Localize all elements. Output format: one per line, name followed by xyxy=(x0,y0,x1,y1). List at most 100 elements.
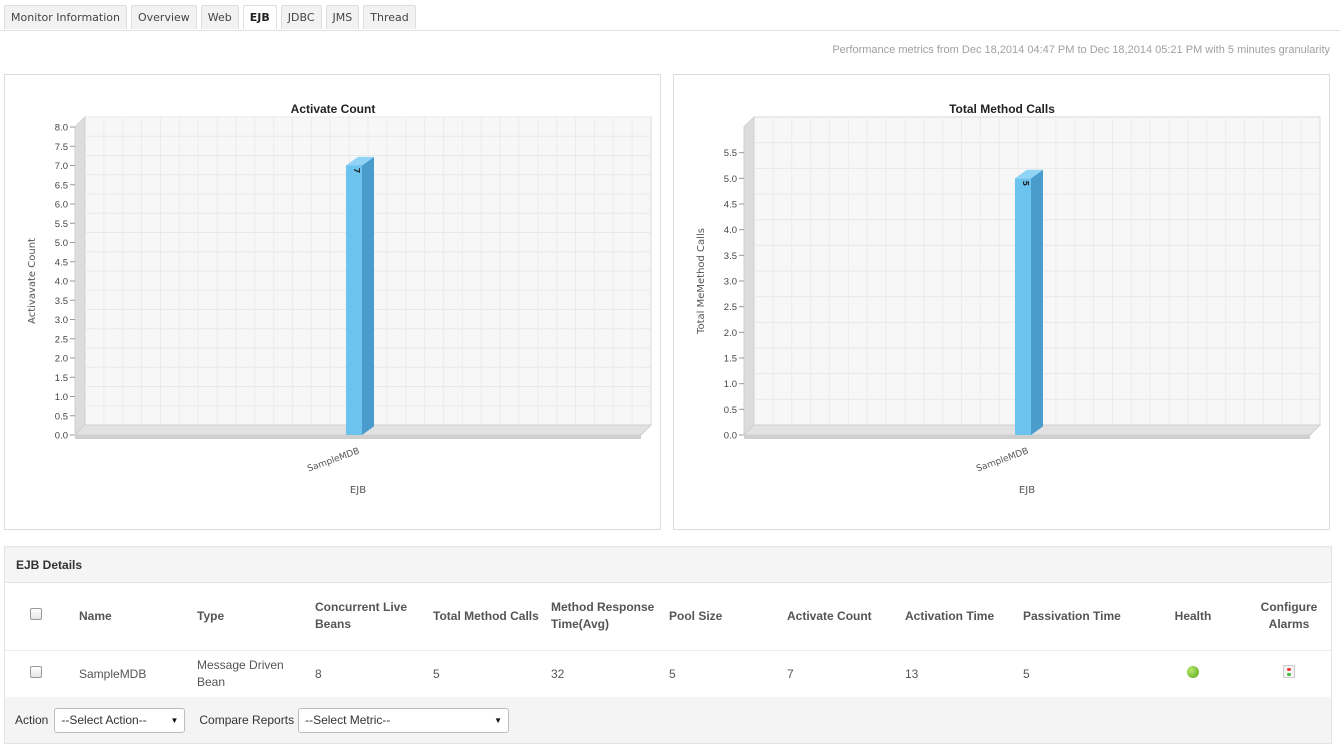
y-tick-label: 2.5 xyxy=(55,334,68,345)
y-tick-label: 0.0 xyxy=(724,431,737,442)
y-tick-label: 0.5 xyxy=(724,405,737,416)
column-total-method-calls[interactable]: Total Method Calls xyxy=(433,583,551,651)
y-tick-label: 3.5 xyxy=(724,251,737,262)
cell-activation-time: 13 xyxy=(905,666,919,681)
bar-top xyxy=(346,156,374,166)
activate-count-chart-panel: Activate Count 0.0 0.5 1.0 1.5 2.0 2.5 3.0 3.5 4.… xyxy=(4,74,661,530)
y-tick-label: 1.5 xyxy=(724,354,737,365)
cell-health xyxy=(1141,650,1249,698)
tab-ejb[interactable]: EJB xyxy=(242,5,277,29)
tab-monitor-information[interactable]: Monitor Information xyxy=(4,5,127,29)
bar-value-label: 5 xyxy=(1021,181,1030,187)
cell-name: SampleMDB xyxy=(79,666,147,681)
bar-top xyxy=(1015,169,1043,179)
y-tick-label: 2.5 xyxy=(724,302,737,313)
y-axis-label: Total MeMethod Calls xyxy=(696,228,707,335)
tab-web[interactable]: Web xyxy=(200,5,239,29)
chart-title: Total Method Calls xyxy=(949,102,1055,116)
cell-total-method-calls: 5 xyxy=(433,666,440,681)
tab-thread[interactable]: Thread xyxy=(363,5,416,29)
ejb-details-panel: EJB Details Name Type Concurrent Live Be… xyxy=(4,546,1333,744)
cell-type: Message Driven Bean xyxy=(197,658,284,690)
action-select[interactable]: --Select Action-- ▼ xyxy=(54,707,186,733)
chart-title: Activate Count xyxy=(291,102,376,116)
traffic-light-icon[interactable] xyxy=(1283,665,1295,679)
ejb-details-title: EJB Details xyxy=(5,547,1331,583)
cell-concurrent-live-beans: 8 xyxy=(315,666,322,681)
y-tick-label: 3.0 xyxy=(724,277,737,288)
performance-range-text: Performance metrics from Dec 18,2014 04:… xyxy=(832,44,1330,56)
chart-floor-edge xyxy=(744,435,1310,439)
x-category-label: SampleMDB xyxy=(306,446,361,474)
y-tick-label: 4.0 xyxy=(55,277,68,288)
tab-divider xyxy=(0,30,1340,31)
y-tick-label: 0.5 xyxy=(55,411,68,422)
select-all-cell xyxy=(5,583,79,651)
total-method-calls-chart-panel: Total Method Calls 0.0 0.5 1.0 1.5 2.0 2.5 3.0 3… xyxy=(673,74,1330,530)
tab-jms[interactable]: JMS xyxy=(325,5,360,29)
y-tick-label: 7.5 xyxy=(55,142,68,153)
column-health: Health xyxy=(1141,583,1249,651)
column-configure-alarms: Configure Alarms xyxy=(1249,583,1333,651)
column-name[interactable]: Name xyxy=(79,583,197,651)
y-tick-label: 2.0 xyxy=(724,328,737,339)
chart-side-wall xyxy=(74,115,86,437)
y-tick-label: 5.5 xyxy=(724,148,737,159)
bar-side xyxy=(1031,169,1043,435)
column-passivation-time[interactable]: Passivation Time xyxy=(1023,583,1141,651)
total-method-calls-chart: Total Method Calls 0.0 0.5 1.0 1.5 2.0 2.5 3.0 3… xyxy=(696,102,1322,496)
cell-activate-count: 7 xyxy=(787,666,794,681)
dropdown-arrow-icon: ▼ xyxy=(494,715,503,725)
column-type[interactable]: Type xyxy=(197,583,315,651)
y-tick-label: 4.5 xyxy=(55,257,68,268)
y-tick-label: 6.5 xyxy=(55,180,68,191)
tab-jdbc[interactable]: JDBC xyxy=(280,5,322,29)
column-concurrent-live-beans[interactable]: Concurrent Live Beans xyxy=(315,583,433,651)
tab-overview[interactable]: Overview xyxy=(131,5,197,29)
bar xyxy=(1015,178,1031,435)
y-tick-label: 1.0 xyxy=(55,392,68,403)
ejb-details-table: Name Type Concurrent Live Beans Total Me… xyxy=(5,583,1333,698)
compare-metric-select-value: --Select Metric-- xyxy=(305,713,391,727)
bar-value-label: 7 xyxy=(352,168,361,174)
tab-bar: Monitor Information Overview Web EJB JDB… xyxy=(4,5,416,29)
x-axis-label: EJB xyxy=(350,485,366,496)
y-tick-label: 1.0 xyxy=(724,379,737,390)
y-tick-label: 7.0 xyxy=(55,161,68,172)
y-tick-label: 4.0 xyxy=(724,225,737,236)
y-tick-label: 5.0 xyxy=(724,174,737,185)
y-tick-label: 4.5 xyxy=(724,200,737,211)
select-all-checkbox[interactable] xyxy=(30,607,42,620)
x-category-label: SampleMDB xyxy=(975,446,1030,474)
y-axis-label: Activavate Count xyxy=(27,238,38,324)
bar xyxy=(346,165,362,435)
y-tick-label: 1.5 xyxy=(55,373,68,384)
chart-floor-edge xyxy=(75,435,641,439)
health-status-icon xyxy=(1187,665,1199,678)
cell-method-response-time: 32 xyxy=(551,666,565,681)
compare-reports-label: Compare Reports xyxy=(199,713,295,727)
y-tick-label: 2.0 xyxy=(55,354,68,365)
activate-count-chart: Activate Count 0.0 0.5 1.0 1.5 2.0 2.5 3.0 3.5 4.… xyxy=(27,102,653,496)
cell-passivation-time: 5 xyxy=(1023,666,1030,681)
column-activation-time[interactable]: Activation Time xyxy=(905,583,1023,651)
compare-metric-select[interactable]: --Select Metric-- ▼ xyxy=(298,707,510,733)
y-tick-label: 8.0 xyxy=(55,123,68,134)
table-header-row: Name Type Concurrent Live Beans Total Me… xyxy=(5,583,1333,651)
column-pool-size[interactable]: Pool Size xyxy=(669,583,787,651)
bar-side xyxy=(362,156,374,435)
dropdown-arrow-icon: ▼ xyxy=(170,715,179,725)
cell-configure-alarms xyxy=(1249,650,1333,698)
cell-pool-size: 5 xyxy=(669,666,676,681)
y-tick-label: 5.0 xyxy=(55,238,68,249)
action-bar: Action --Select Action-- ▼ Compare Repor… xyxy=(5,697,1331,743)
row-select-cell xyxy=(5,650,79,698)
y-tick-label: 6.0 xyxy=(55,200,68,211)
column-activate-count[interactable]: Activate Count xyxy=(787,583,905,651)
y-tick-label: 3.5 xyxy=(55,296,68,307)
table-row: SampleMDB Message Driven Bean 8 5 32 5 7… xyxy=(5,650,1333,698)
row-checkbox[interactable] xyxy=(30,665,42,678)
action-label: Action xyxy=(15,713,49,727)
column-method-response-time[interactable]: Method Response Time(Avg) xyxy=(551,583,669,651)
action-select-value: --Select Action-- xyxy=(61,713,147,727)
